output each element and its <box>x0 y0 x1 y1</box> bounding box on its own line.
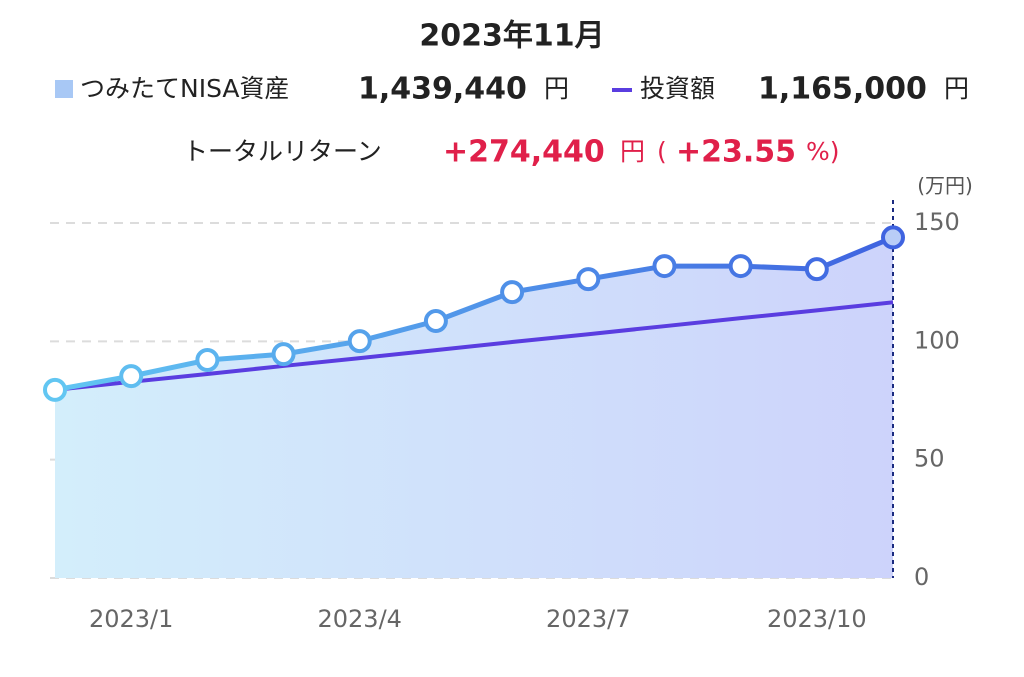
point <box>576 267 601 292</box>
asset-amount: 1,439,440 <box>358 72 527 107</box>
unit: 円 <box>944 74 969 103</box>
x-tick-label: 2023/7 <box>546 605 630 633</box>
point <box>881 225 905 250</box>
paren: ( <box>657 137 667 166</box>
return-amount: +274,440 <box>443 135 605 170</box>
title: 2023年11月 <box>419 19 604 54</box>
series-line <box>54 300 894 392</box>
return-percent: +23.55 <box>676 135 796 170</box>
area-fill <box>55 237 893 579</box>
legend-label: つみたてNISA資産 <box>80 74 290 103</box>
point <box>804 257 829 282</box>
series-line <box>54 235 894 393</box>
y-tick-label: 0 <box>914 563 929 591</box>
y-tick-label: 150 <box>914 208 960 236</box>
point <box>652 254 677 279</box>
legend-label: 投資額 <box>640 74 715 103</box>
point <box>728 254 753 279</box>
y-unit: (万円) <box>917 174 973 198</box>
point <box>347 329 372 354</box>
point <box>195 348 220 373</box>
point <box>423 308 448 333</box>
percent-unit: %) <box>806 137 840 166</box>
point <box>271 342 296 367</box>
y-tick-label: 50 <box>914 445 945 473</box>
unit: 円 <box>544 74 569 103</box>
y-tick-label: 100 <box>914 326 960 354</box>
point <box>119 364 144 389</box>
x-tick-label: 2023/10 <box>767 605 867 633</box>
legend-swatch <box>55 80 73 98</box>
point <box>43 377 67 402</box>
unit: 円 <box>620 137 645 166</box>
x-tick-label: 2023/1 <box>89 605 173 633</box>
invest-amount: 1,165,000 <box>758 72 927 107</box>
return-label: トータルリターン <box>183 137 382 166</box>
point <box>500 280 525 305</box>
x-tick-label: 2023/4 <box>318 605 402 633</box>
